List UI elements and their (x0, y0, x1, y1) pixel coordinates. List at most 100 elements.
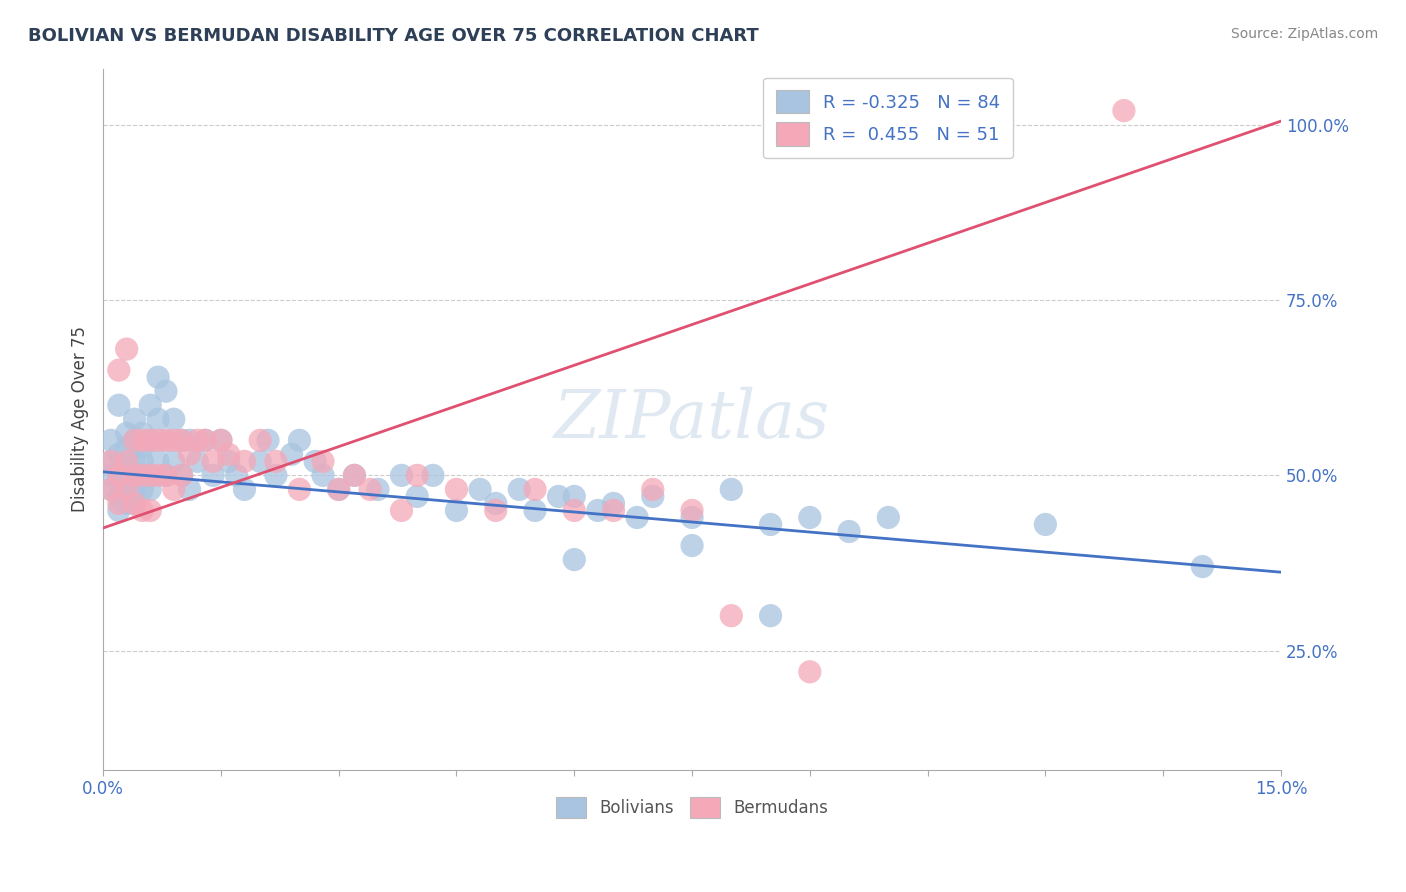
Point (163, 483, 186, 497)
Point (108, 490, 131, 504)
Point (681, 510, 703, 524)
Point (343, 468, 366, 483)
Point (131, 426, 153, 441)
Point (100, 468, 122, 483)
Point (524, 483, 547, 497)
Point (446, 503, 468, 517)
Point (124, 468, 146, 483)
Point (312, 468, 335, 483)
Point (681, 539, 703, 553)
Point (139, 434, 162, 448)
Point (131, 503, 153, 517)
Point (720, 608, 742, 623)
Point (139, 434, 162, 448)
Point (139, 468, 162, 483)
Point (312, 454, 335, 468)
Point (194, 434, 217, 448)
Point (209, 434, 232, 448)
Point (186, 434, 208, 448)
Point (179, 447, 201, 461)
Point (759, 608, 782, 623)
Point (100, 454, 122, 468)
Point (508, 483, 530, 497)
Point (468, 483, 491, 497)
Point (124, 468, 146, 483)
Point (155, 468, 177, 483)
Point (179, 434, 201, 448)
Point (720, 483, 742, 497)
Point (562, 490, 585, 504)
Point (179, 483, 201, 497)
Point (170, 434, 193, 448)
Point (146, 454, 169, 468)
Point (108, 363, 131, 377)
Point (155, 434, 177, 448)
Point (288, 483, 311, 497)
Point (131, 468, 153, 483)
Point (163, 412, 186, 426)
Point (108, 496, 131, 510)
Y-axis label: Disability Age Over 75: Disability Age Over 75 (72, 326, 89, 512)
Point (759, 517, 782, 532)
Point (108, 503, 131, 517)
Point (163, 434, 186, 448)
Point (139, 398, 162, 412)
Point (602, 496, 624, 510)
Point (155, 468, 177, 483)
Point (100, 434, 122, 448)
Point (100, 454, 122, 468)
Point (115, 440, 138, 454)
Text: BOLIVIAN VS BERMUDAN DISABILITY AGE OVER 75 CORRELATION CHART: BOLIVIAN VS BERMUDAN DISABILITY AGE OVER… (28, 27, 759, 45)
Point (209, 434, 232, 448)
Point (218, 454, 240, 468)
Point (343, 468, 366, 483)
Point (586, 503, 609, 517)
Point (124, 496, 146, 510)
Point (115, 483, 138, 497)
Point (202, 454, 225, 468)
Point (681, 503, 703, 517)
Point (877, 510, 900, 524)
Point (218, 447, 240, 461)
Point (146, 434, 169, 448)
Point (524, 503, 547, 517)
Point (124, 483, 146, 497)
Point (155, 384, 177, 399)
Point (108, 447, 131, 461)
Point (485, 496, 508, 510)
Point (100, 483, 122, 497)
Point (304, 454, 326, 468)
Point (257, 434, 280, 448)
Point (194, 434, 217, 448)
Point (115, 483, 138, 497)
Point (146, 468, 169, 483)
Point (249, 454, 271, 468)
Point (115, 454, 138, 468)
Point (391, 468, 413, 483)
Point (367, 483, 389, 497)
Point (562, 503, 585, 517)
Point (186, 454, 208, 468)
Point (124, 496, 146, 510)
Point (249, 434, 271, 448)
Text: Source: ZipAtlas.com: Source: ZipAtlas.com (1230, 27, 1378, 41)
Point (280, 447, 302, 461)
Point (115, 454, 138, 468)
Point (202, 468, 225, 483)
Point (838, 524, 860, 539)
Point (124, 454, 146, 468)
Point (170, 434, 193, 448)
Point (131, 440, 153, 454)
Point (146, 412, 169, 426)
Point (131, 454, 153, 468)
Point (328, 483, 350, 497)
Point (1112, 103, 1135, 118)
Text: ZIPatlas: ZIPatlas (554, 386, 830, 452)
Point (422, 468, 444, 483)
Point (225, 468, 247, 483)
Point (485, 503, 508, 517)
Point (124, 412, 146, 426)
Point (163, 454, 186, 468)
Point (1191, 559, 1213, 574)
Point (264, 468, 287, 483)
